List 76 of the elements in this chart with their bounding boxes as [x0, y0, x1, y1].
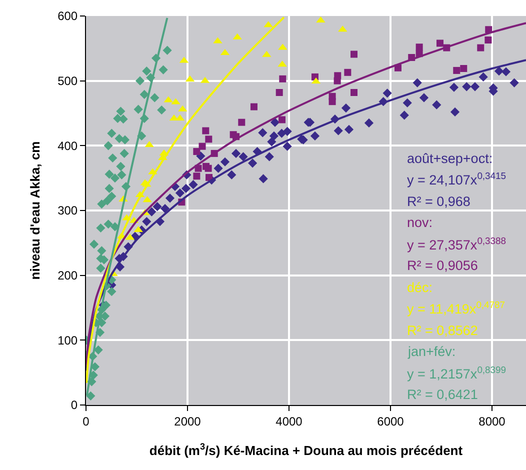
y-tick-label: 0	[70, 398, 78, 412]
point	[86, 391, 96, 400]
point	[134, 104, 143, 114]
point	[140, 90, 149, 99]
point	[278, 116, 286, 124]
point	[120, 135, 130, 144]
point	[193, 148, 200, 155]
point	[162, 46, 172, 55]
point	[334, 77, 341, 84]
point	[350, 89, 358, 96]
point	[157, 105, 166, 115]
annotation: y = 11,419x$^{0,4787}$	[407, 300, 506, 317]
y-tick-label: 300	[58, 204, 78, 218]
annotation: y = 1,2157x$^{0,8399}$	[407, 365, 506, 382]
y-axis-title: niveau d'eau Akka, cm	[28, 141, 43, 280]
annotation: R² = 0,8562	[407, 323, 478, 338]
point	[158, 65, 168, 74]
point	[116, 106, 126, 116]
y-tick-label: 600	[58, 9, 78, 24]
point	[460, 65, 468, 72]
y-tick-label: 200	[58, 268, 78, 283]
annotation: R² = 0,6421	[407, 387, 478, 402]
x-axis-title: débit (m$^{3}$/s) Ké-Macina + Douna au mois précédent	[149, 442, 464, 458]
point	[117, 170, 126, 180]
y-tick-label: 400	[58, 138, 78, 153]
point	[279, 75, 286, 82]
annotation: août+sep+oct:	[407, 151, 493, 166]
point	[202, 127, 210, 134]
point	[104, 220, 113, 229]
point	[344, 68, 352, 76]
point	[135, 76, 145, 86]
x-tick-label: 2000	[174, 414, 202, 428]
x-tick-label: 6000	[377, 414, 404, 428]
point	[436, 40, 444, 47]
point	[104, 141, 113, 150]
annotation: y = 24,107x$^{0,3415}$	[407, 171, 506, 188]
x-tick-label: 8000	[478, 414, 506, 428]
point	[96, 223, 106, 233]
point	[416, 44, 423, 51]
point	[120, 148, 129, 158]
point	[97, 199, 106, 209]
annotation: R² = 0,9056	[407, 258, 478, 273]
point	[238, 118, 246, 126]
point	[108, 153, 118, 163]
annotation: y = 27,357x$^{0,3388}$	[407, 236, 506, 253]
point	[477, 44, 484, 52]
point	[328, 98, 336, 106]
x-tick-label: 0	[82, 414, 90, 428]
point	[250, 103, 258, 110]
annotation: jan+fév:	[407, 344, 456, 359]
point	[276, 89, 283, 96]
point	[350, 50, 358, 58]
point	[193, 172, 200, 180]
y-tick-label: 100	[58, 333, 78, 348]
point	[89, 240, 99, 249]
point	[198, 142, 206, 150]
point	[150, 93, 160, 102]
x-tick-label: 4000	[276, 414, 303, 428]
point	[104, 170, 114, 179]
point	[453, 66, 460, 74]
point	[484, 36, 492, 44]
point	[107, 192, 116, 201]
point	[205, 136, 212, 143]
point	[96, 264, 106, 273]
y-tick-label: 500	[58, 74, 78, 88]
point	[116, 162, 126, 171]
point	[104, 184, 114, 194]
annotation: R² = 0,968	[407, 194, 470, 209]
point	[102, 196, 112, 206]
point	[97, 246, 106, 256]
annotation: nov:	[407, 215, 433, 230]
point	[107, 128, 116, 138]
point	[107, 286, 116, 296]
point	[142, 66, 152, 76]
point	[110, 174, 120, 183]
annotation: déc:	[407, 280, 433, 295]
